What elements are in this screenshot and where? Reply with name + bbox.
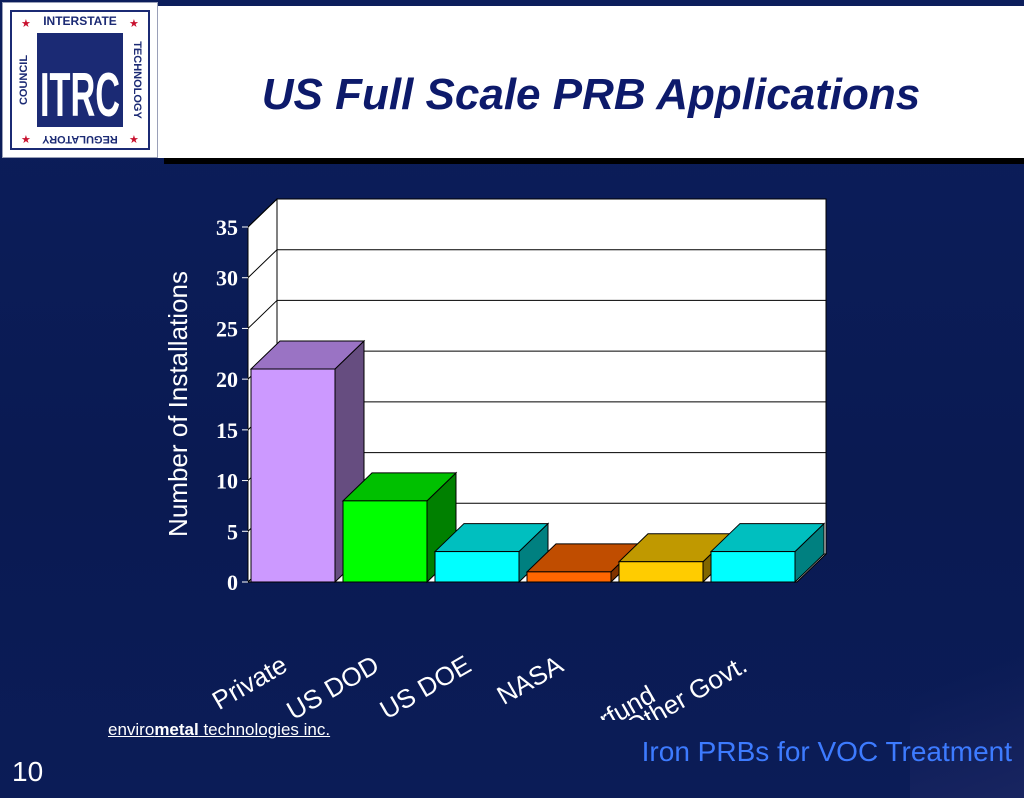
logo-center-text: ITRC — [40, 61, 120, 130]
logo-star-icon: ★ — [129, 18, 139, 30]
footer-presentation-title: Iron PRBs for VOC Treatment — [641, 736, 1012, 767]
itrc-logo: ITRC INTERSTATE REGULATORY COUNCIL TECHN… — [2, 2, 158, 158]
footer-company-bold: metal — [154, 720, 199, 739]
logo-star-icon: ★ — [129, 134, 139, 146]
footer-company-suffix: technologies inc. — [198, 720, 331, 739]
gridline-side — [247, 249, 278, 279]
y-tick-label: 10 — [216, 469, 238, 494]
itrc-logo-graphic: ITRC INTERSTATE REGULATORY COUNCIL TECHN… — [10, 10, 150, 150]
corner-decoration — [910, 600, 1024, 798]
logo-star-icon: ★ — [21, 134, 31, 146]
y-tick-label: 25 — [216, 316, 238, 341]
y-tick-label: 35 — [216, 215, 238, 240]
bar — [526, 571, 612, 583]
y-tick-label: 30 — [216, 266, 238, 291]
logo-bottom-text: REGULATORY — [42, 133, 118, 145]
footer-company-prefix: enviro — [108, 720, 155, 739]
title-bar — [158, 6, 1024, 158]
bar — [710, 551, 796, 583]
logo-right-text: TECHNOLOGY — [131, 41, 143, 119]
bar — [250, 368, 336, 583]
logo-top-text: INTERSTATE — [43, 14, 117, 28]
x-tick-label: Private — [207, 649, 292, 715]
logo-star-icon: ★ — [21, 18, 31, 30]
x-tick-label: US DOE — [375, 649, 476, 720]
logo-left-text: COUNCIL — [18, 55, 30, 105]
bar — [618, 561, 704, 583]
y-axis-label: Number of Installations — [163, 271, 193, 537]
gridline-side — [247, 198, 278, 228]
y-tick-label: 20 — [216, 367, 238, 392]
page-number: 10 — [12, 756, 44, 787]
bar — [434, 551, 520, 583]
y-tick-label: 15 — [216, 418, 238, 443]
gridline-side — [247, 300, 278, 329]
footer-company: envirometal technologies inc. — [108, 720, 330, 740]
y-tick-label: 0 — [227, 570, 238, 595]
slide-title: US Full Scale PRB Applications — [261, 70, 921, 119]
x-tick-label: NASA — [492, 649, 569, 711]
y-tick-label: 5 — [227, 519, 238, 544]
bar — [342, 500, 428, 583]
x-tick-label: US DOD — [281, 649, 384, 720]
